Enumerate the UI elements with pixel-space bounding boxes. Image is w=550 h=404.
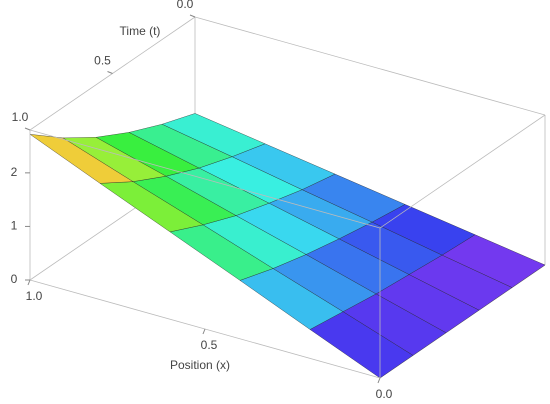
- t-tick-label: 0.0: [177, 0, 194, 11]
- x-tick-label: 0.5: [201, 338, 218, 352]
- t-tick-label: 0.5: [94, 54, 111, 68]
- x-tick-label: 1.0: [26, 289, 43, 303]
- x-tick: [27, 279, 31, 286]
- box-edge: [379, 114, 546, 229]
- t-tick: [189, 14, 196, 18]
- z-tick-label: 2: [11, 165, 18, 179]
- z-tick-label: 1: [11, 219, 18, 233]
- box-edge: [29, 129, 381, 229]
- box-edge: [194, 16, 546, 116]
- t-tick-label: 1.0: [12, 110, 29, 124]
- t-axis-label: Time (t): [120, 24, 161, 38]
- x-axis-label: Position (x): [170, 358, 230, 372]
- x-tick: [202, 328, 206, 335]
- t-tick: [24, 127, 31, 131]
- x-tick: [377, 377, 381, 384]
- z-tick-label: 0: [11, 272, 18, 286]
- t-tick: [107, 71, 113, 74]
- x-tick-label: 0.0: [376, 387, 393, 401]
